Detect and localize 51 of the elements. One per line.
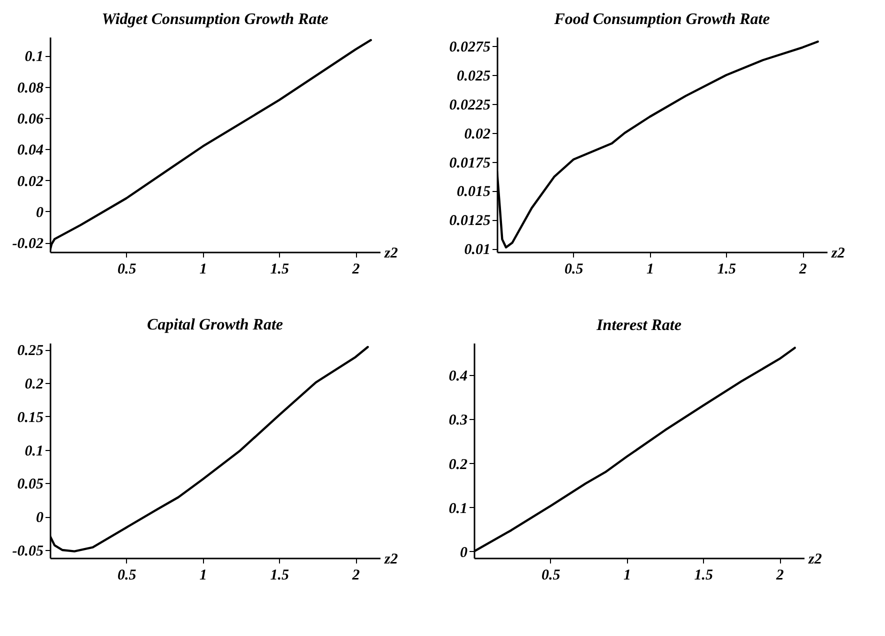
- y-tick-label: 0.06: [17, 112, 44, 128]
- y-tick-label: 0.25: [17, 343, 44, 360]
- y-tick-label: 0.2: [24, 376, 44, 393]
- y-tick-label: 0.08: [17, 80, 44, 96]
- x-tick-label: 2: [351, 568, 360, 584]
- y-tick-label: 0: [36, 510, 44, 526]
- y-tick-label: 0: [36, 204, 44, 221]
- x-axis-title: z2: [830, 246, 846, 262]
- y-tick-label: 0.04: [17, 142, 44, 159]
- y-tick-label: 0.02: [17, 174, 44, 190]
- x-tick-label: 1: [200, 568, 208, 584]
- y-tick-label: 0.2: [448, 456, 468, 473]
- y-tick-label: 0.0125: [449, 213, 491, 230]
- y-tick-label: 0.1: [24, 443, 44, 460]
- y-tick-label: 0.015: [456, 184, 491, 200]
- x-tick-label: 2: [351, 262, 360, 278]
- x-tick-label: 0.5: [542, 568, 561, 584]
- x-axis-title: z2: [384, 246, 398, 262]
- y-tick-label: 0.15: [17, 410, 44, 426]
- x-tick-label: 1.5: [270, 262, 290, 278]
- x-axis-title: z2: [384, 552, 398, 568]
- chart-title: Widget Consumption Growth Rate: [102, 11, 328, 28]
- y-tick-label: 0.4: [448, 368, 468, 385]
- chart-title: Capital Growth Rate: [146, 316, 284, 334]
- x-tick-label: 2: [775, 568, 784, 584]
- y-tick-label: 0.1: [448, 500, 468, 517]
- y-tick-label: 0.0175: [449, 155, 491, 172]
- x-tick-label: 2: [798, 262, 808, 278]
- x-tick-label: 1.5: [717, 262, 737, 278]
- x-tick-label: 0.5: [118, 568, 137, 584]
- x-tick-label: 1: [646, 262, 654, 278]
- y-tick-label: -0.02: [12, 236, 44, 252]
- y-tick-label: -0.05: [12, 543, 44, 560]
- x-tick-label: 0.5: [564, 262, 584, 278]
- y-tick-label: 0.0275: [449, 40, 491, 56]
- y-tick-label: 0.05: [17, 476, 44, 493]
- x-axis-title: z2: [808, 552, 822, 568]
- y-tick-label: 0.3: [448, 412, 468, 429]
- y-tick-label: 0.01: [464, 242, 490, 258]
- x-tick-label: 1.5: [270, 568, 290, 584]
- y-tick-label: 0: [460, 544, 468, 561]
- chart-title: Interest Rate: [596, 317, 682, 334]
- y-tick-label: 0.02: [464, 126, 491, 142]
- x-tick-label: 1: [624, 568, 632, 584]
- y-tick-label: 0.025: [456, 68, 491, 85]
- x-tick-label: 0.5: [118, 262, 137, 278]
- y-tick-label: 0.1: [24, 49, 44, 66]
- y-tick-label: 0.0225: [449, 98, 491, 114]
- x-tick-label: 1: [200, 262, 208, 278]
- x-tick-label: 1.5: [694, 568, 714, 584]
- chart-title: Food Consumption Growth Rate: [553, 11, 770, 28]
